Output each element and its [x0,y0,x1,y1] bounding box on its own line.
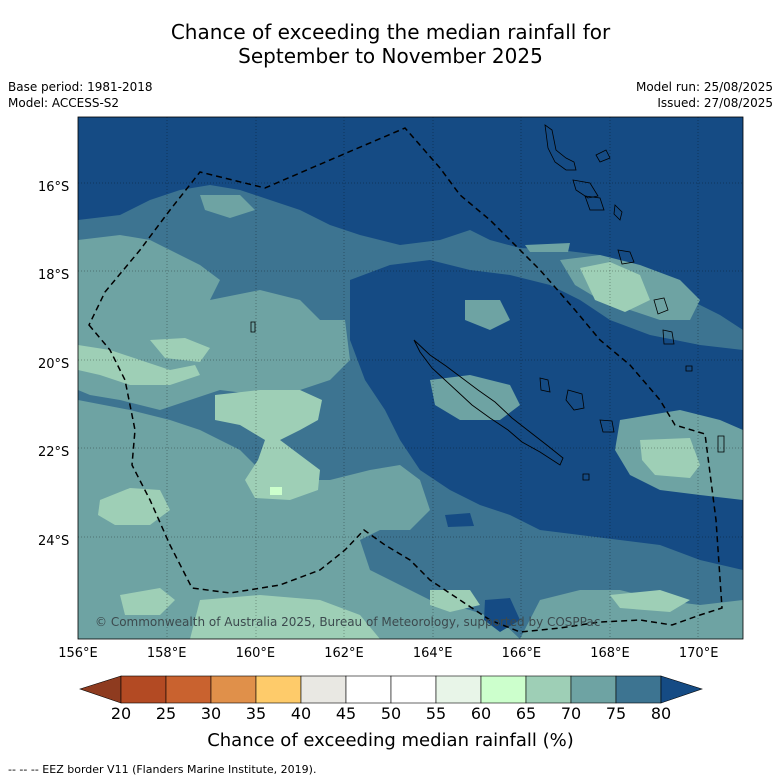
region-60-65-east [580,262,650,312]
region-60-65-e [120,588,175,615]
eez-border [88,127,723,633]
map-title: Chance of exceeding the median rainfall … [0,20,781,68]
lon-tick-label: 158°E [146,646,187,661]
colorbar-under-arrow [79,675,122,704]
colorbar-cell [570,675,617,704]
region-60-65-f [190,595,380,639]
meta-right: Model run: 25/08/2025 Issued: 27/08/2025 [636,79,773,111]
colorbar-tick-label: 25 [155,704,177,723]
colorbar-tick-label: 70 [560,704,582,723]
colorbar-cell [390,675,437,704]
region-over-80-blob-b [484,598,520,632]
island-coastline [613,204,623,221]
colorbar [79,675,703,704]
colorbar-cell [300,675,347,704]
island-coastline [617,249,635,265]
vanuatu-coastline [544,124,577,171]
colorbar-tick-label: 60 [470,704,492,723]
region-65-70-south [78,400,520,639]
copyright-notice: © Commonwealth of Australia 2025, Bureau… [95,615,600,629]
region-60-65-b [150,338,210,362]
title-line-1: Chance of exceeding the median rainfall … [170,20,611,44]
island-coastline [599,419,615,433]
colorbar-cell [615,675,662,704]
region-65-70-ring [465,300,510,330]
colorbar-tick-label: 80 [650,704,672,723]
region-65-70-band [525,243,570,252]
new-caledonia-coastline [413,339,564,466]
island-coastline [595,149,611,163]
region-60-65-h [610,590,690,612]
lon-tick-label: 170°E [678,646,719,661]
island-coastline [565,389,585,411]
region-60-65-c [215,390,322,500]
region-over-80-north [78,117,743,330]
region-60-65-i [430,590,480,612]
colorbar-tick-label: 40 [290,704,312,723]
meta-left: Base period: 1981-2018 Model: ACCESS-S2 [8,79,153,111]
lon-tick-label: 168°E [590,646,630,661]
rainfall-map [78,117,743,639]
island-coastline [685,365,693,372]
colorbar-cell [120,675,167,704]
lon-tick-label: 156°E [58,646,98,661]
region-60-65-d [98,488,170,525]
colorbar-tick-label: 75 [605,704,627,723]
island-coastline [584,195,605,211]
region-65-70-center [430,375,520,420]
colorbar-cell [210,675,257,704]
lon-tick-label: 166°E [501,646,542,661]
colorbar-cell [525,675,572,704]
lat-tick-label: 18°S [38,268,70,284]
region-65-70-se [520,590,743,639]
colorbar-title: Chance of exceeding median rainfall (%) [207,730,574,751]
lon-tick-label: 160°E [235,646,276,661]
base-period: Base period: 1981-2018 [8,80,153,94]
gridlines [78,117,743,639]
colorbar-tick-label: 50 [380,704,402,723]
lat-tick-label: 20°S [38,356,70,372]
model-name: Model: ACCESS-S2 [8,96,120,110]
model-run: Model run: 25/08/2025 [635,80,773,94]
island-coastline [582,473,590,481]
region-60-65-a [78,345,200,385]
colorbar-over-arrow [660,675,703,704]
title-line-2: September to November 2025 [238,44,543,68]
issued-date: Issued: 27/08/2025 [657,96,773,110]
colorbar-cell [165,675,212,704]
colorbar-cell [435,675,482,704]
island-coastline [250,321,256,333]
region-over-80-blob-a [445,513,474,527]
colorbar-tick-label: 30 [200,704,222,723]
island-coastline [662,329,675,345]
colorbar-tick-label: 45 [335,704,357,723]
colorbar-tick-label: 65 [515,704,537,723]
colorbar-cell [345,675,392,704]
region-55-60 [270,487,282,495]
lon-tick-label: 162°E [324,646,364,661]
island-coastline [539,377,551,393]
lat-tick-label: 22°S [38,445,70,461]
colorbar-cell [255,675,302,704]
map-frame [77,116,744,640]
colorbar-tick-label: 55 [425,704,447,723]
island-coastline [717,435,725,453]
colorbar-cell [480,675,527,704]
region-over-80-east [350,260,743,570]
colorbar-tick-label: 20 [110,704,132,723]
island-coastline [653,297,669,315]
region-65-70-north [200,195,255,218]
lat-tick-label: 16°S [38,179,70,195]
colorbar-tick-label: 35 [245,704,267,723]
lat-tick-label: 24°S [38,533,70,549]
lon-tick-label: 164°E [412,646,453,661]
eez-legend-note: -- -- -- EEZ border V11 (Flanders Marine… [8,763,317,776]
